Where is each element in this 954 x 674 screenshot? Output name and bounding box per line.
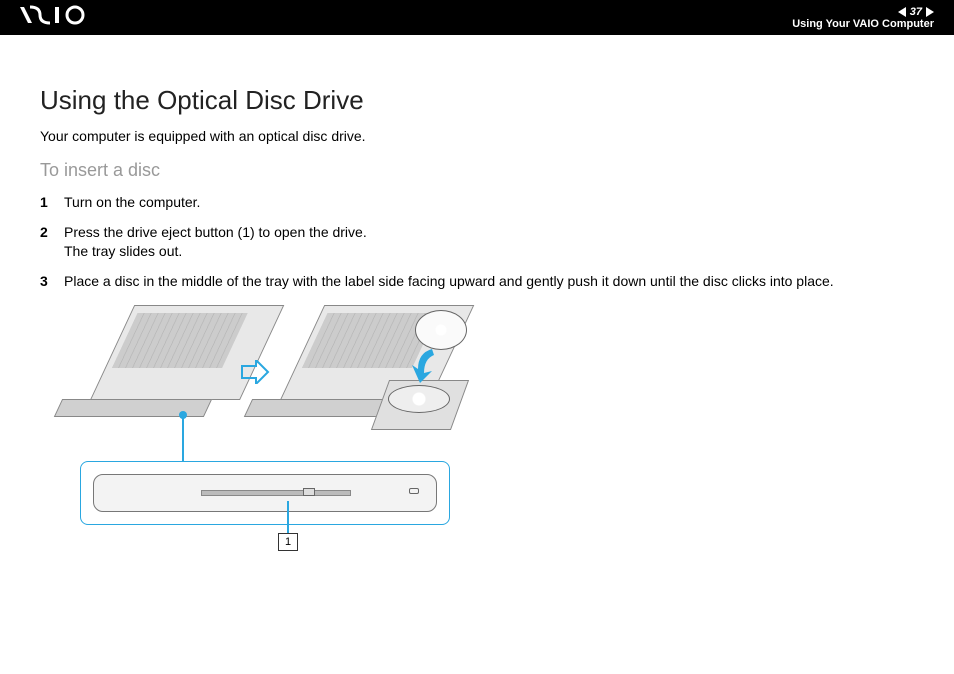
laptop-open-tray-illustration	[280, 305, 480, 435]
header-right: 37 Using Your VAIO Computer	[792, 6, 934, 30]
eject-button-icon	[303, 488, 315, 496]
drive-slot-icon	[201, 490, 351, 496]
intro-text: Your computer is equipped with an optica…	[40, 128, 924, 144]
step-item: Turn on the computer.	[40, 193, 924, 213]
laptop-closed-illustration	[90, 305, 255, 425]
callout-line-icon	[182, 415, 184, 463]
steps-list: Turn on the computer. Press the drive ej…	[40, 193, 924, 291]
page-header: 37 Using Your VAIO Computer	[0, 0, 954, 35]
section-subheading: To insert a disc	[40, 160, 924, 181]
step-text: Press the drive eject button (1) to open…	[64, 223, 924, 262]
prev-page-icon[interactable]	[898, 7, 906, 17]
step-item: Press the drive eject button (1) to open…	[40, 223, 924, 262]
sequence-arrow-icon	[240, 360, 270, 384]
page-number: 37	[910, 6, 922, 18]
step-text: Turn on the computer.	[64, 193, 924, 213]
callout-line2-icon	[287, 501, 289, 536]
page-title: Using the Optical Disc Drive	[40, 85, 924, 116]
disc-floating-icon	[415, 310, 467, 350]
step-text: Place a disc in the middle of the tray w…	[64, 272, 924, 292]
page-content: Using the Optical Disc Drive Your comput…	[0, 35, 954, 570]
vaio-logo	[20, 5, 100, 31]
breadcrumb: Using Your VAIO Computer	[792, 18, 934, 30]
step-item: Place a disc in the middle of the tray w…	[40, 272, 924, 292]
next-page-icon[interactable]	[926, 7, 934, 17]
page-nav: 37	[898, 6, 934, 18]
callout-label: 1	[278, 533, 298, 551]
side-view-panel	[80, 461, 450, 525]
insert-arrow-icon	[410, 345, 440, 385]
instruction-figure: 1	[60, 305, 470, 550]
drive-led-icon	[409, 488, 419, 494]
